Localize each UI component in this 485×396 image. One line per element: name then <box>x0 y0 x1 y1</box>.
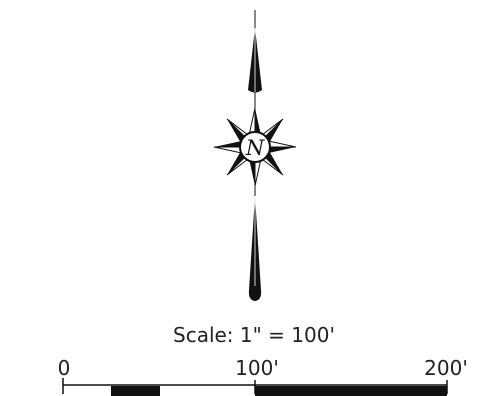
scale-tick-label-100: 100' <box>235 356 279 380</box>
scale-title: Scale: 1" = 100' <box>173 323 335 347</box>
north-letter: N <box>245 136 265 160</box>
scale-tick-label-0: 0 <box>58 356 71 380</box>
scale-bar: 0 100' 200' <box>58 356 468 396</box>
north-arrow: N <box>213 10 297 301</box>
compass-center-disc <box>239 131 271 163</box>
scale-segment-1 <box>111 386 160 396</box>
scale-segment-2 <box>255 386 447 396</box>
scale-tick-label-200: 200' <box>424 356 468 380</box>
compass-rose-icon: N <box>213 107 297 187</box>
